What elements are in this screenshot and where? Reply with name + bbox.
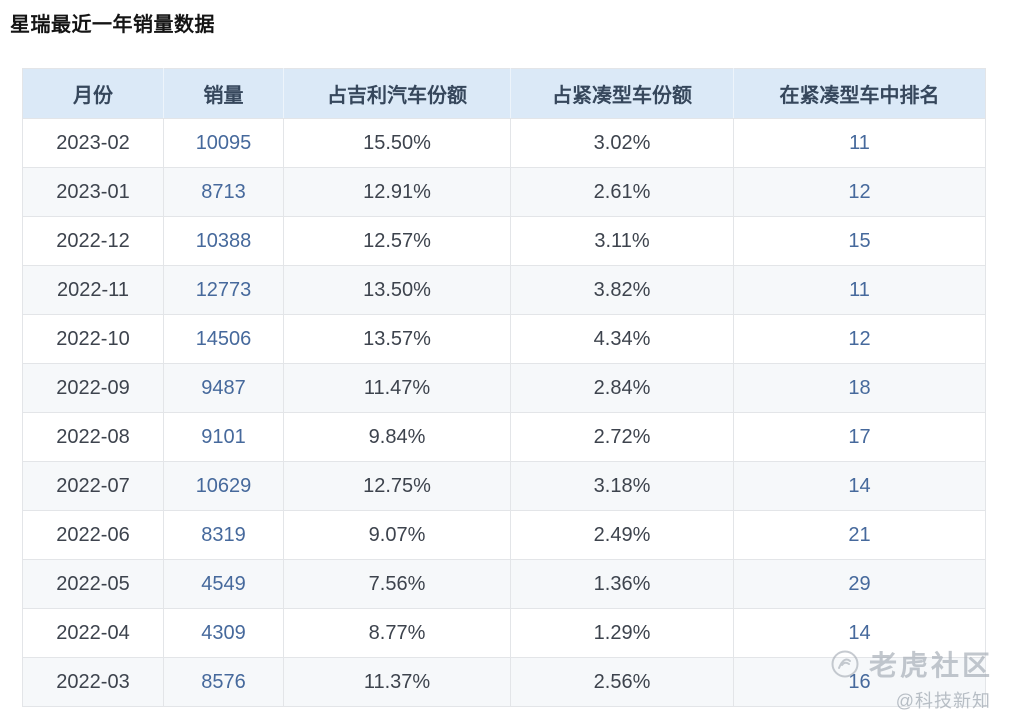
month-cell: 2023-02 bbox=[22, 118, 164, 168]
page-title: 星瑞最近一年销量数据 bbox=[10, 14, 215, 36]
month-cell: 2023-01 bbox=[22, 167, 164, 217]
table-row: 2022-04 4309 8.77% 1.29% 14 bbox=[22, 608, 986, 658]
column-header: 占吉利汽车份额 bbox=[283, 68, 511, 119]
table-row: 2022-09 9487 11.47% 2.84% 18 bbox=[22, 363, 986, 413]
sales-cell: 10095 bbox=[163, 118, 284, 168]
compact-share-cell: 3.02% bbox=[510, 118, 734, 168]
compact-rank-cell: 29 bbox=[733, 559, 986, 609]
compact-share-cell: 2.84% bbox=[510, 363, 734, 413]
geely-share-cell: 9.07% bbox=[283, 510, 511, 560]
compact-share-cell: 3.82% bbox=[510, 265, 734, 315]
sales-cell: 10629 bbox=[163, 461, 284, 511]
geely-share-cell: 7.56% bbox=[283, 559, 511, 609]
month-cell: 2022-03 bbox=[22, 657, 164, 707]
sales-cell: 8713 bbox=[163, 167, 284, 217]
month-cell: 2022-10 bbox=[22, 314, 164, 364]
compact-rank-cell: 21 bbox=[733, 510, 986, 560]
sales-cell: 8319 bbox=[163, 510, 284, 560]
sales-cell: 9487 bbox=[163, 363, 284, 413]
compact-share-cell: 2.72% bbox=[510, 412, 734, 462]
compact-share-cell: 3.11% bbox=[510, 216, 734, 266]
geely-share-cell: 9.84% bbox=[283, 412, 511, 462]
geely-share-cell: 12.91% bbox=[283, 167, 511, 217]
table-row: 2023-02 10095 15.50% 3.02% 11 bbox=[22, 118, 986, 168]
table-row: 2022-05 4549 7.56% 1.36% 29 bbox=[22, 559, 986, 609]
compact-share-cell: 2.61% bbox=[510, 167, 734, 217]
compact-share-cell: 3.18% bbox=[510, 461, 734, 511]
sales-cell: 10388 bbox=[163, 216, 284, 266]
table-header-row: 月份 销量 占吉利汽车份额 占紧凑型车份额 在紧凑型车中排名 bbox=[22, 68, 986, 119]
column-header: 销量 bbox=[163, 68, 284, 119]
sales-table-container: 月份 销量 占吉利汽车份额 占紧凑型车份额 在紧凑型车中排名 2023-02 10095 1… bbox=[22, 68, 986, 707]
geely-share-cell: 11.47% bbox=[283, 363, 511, 413]
sales-cell: 8576 bbox=[163, 657, 284, 707]
sales-cell: 14506 bbox=[163, 314, 284, 364]
sales-cell: 9101 bbox=[163, 412, 284, 462]
column-header: 占紧凑型车份额 bbox=[510, 68, 734, 119]
compact-rank-cell: 14 bbox=[733, 461, 986, 511]
compact-share-cell: 4.34% bbox=[510, 314, 734, 364]
compact-share-cell: 1.36% bbox=[510, 559, 734, 609]
month-cell: 2022-11 bbox=[22, 265, 164, 315]
compact-rank-cell: 11 bbox=[733, 118, 986, 168]
table-row: 2022-03 8576 11.37% 2.56% 16 bbox=[22, 657, 986, 707]
month-cell: 2022-09 bbox=[22, 363, 164, 413]
sales-cell: 4309 bbox=[163, 608, 284, 658]
table-row: 2022-11 12773 13.50% 3.82% 11 bbox=[22, 265, 986, 315]
geely-share-cell: 13.57% bbox=[283, 314, 511, 364]
compact-share-cell: 1.29% bbox=[510, 608, 734, 658]
compact-rank-cell: 12 bbox=[733, 167, 986, 217]
geely-share-cell: 13.50% bbox=[283, 265, 511, 315]
geely-share-cell: 11.37% bbox=[283, 657, 511, 707]
compact-rank-cell: 11 bbox=[733, 265, 986, 315]
compact-rank-cell: 15 bbox=[733, 216, 986, 266]
compact-rank-cell: 16 bbox=[733, 657, 986, 707]
compact-rank-cell: 18 bbox=[733, 363, 986, 413]
sales-cell: 12773 bbox=[163, 265, 284, 315]
compact-rank-cell: 12 bbox=[733, 314, 986, 364]
compact-rank-cell: 14 bbox=[733, 608, 986, 658]
month-cell: 2022-12 bbox=[22, 216, 164, 266]
compact-rank-cell: 17 bbox=[733, 412, 986, 462]
column-header: 在紧凑型车中排名 bbox=[733, 68, 986, 119]
month-cell: 2022-06 bbox=[22, 510, 164, 560]
table-row: 2022-08 9101 9.84% 2.72% 17 bbox=[22, 412, 986, 462]
geely-share-cell: 8.77% bbox=[283, 608, 511, 658]
geely-share-cell: 12.57% bbox=[283, 216, 511, 266]
month-cell: 2022-05 bbox=[22, 559, 164, 609]
table-row: 2022-06 8319 9.07% 2.49% 21 bbox=[22, 510, 986, 560]
sales-cell: 4549 bbox=[163, 559, 284, 609]
month-cell: 2022-04 bbox=[22, 608, 164, 658]
month-cell: 2022-08 bbox=[22, 412, 164, 462]
table-row: 2022-07 10629 12.75% 3.18% 14 bbox=[22, 461, 986, 511]
column-header: 月份 bbox=[22, 68, 164, 119]
table-body: 2023-02 10095 15.50% 3.02% 11 2023-01 8713 12.9… bbox=[22, 118, 986, 707]
month-cell: 2022-07 bbox=[22, 461, 164, 511]
compact-share-cell: 2.49% bbox=[510, 510, 734, 560]
compact-share-cell: 2.56% bbox=[510, 657, 734, 707]
geely-share-cell: 15.50% bbox=[283, 118, 511, 168]
sales-table: 月份 销量 占吉利汽车份额 占紧凑型车份额 在紧凑型车中排名 2023-02 10095 1… bbox=[22, 68, 986, 707]
table-row: 2022-12 10388 12.57% 3.11% 15 bbox=[22, 216, 986, 266]
table-row: 2023-01 8713 12.91% 2.61% 12 bbox=[22, 167, 986, 217]
geely-share-cell: 12.75% bbox=[283, 461, 511, 511]
table-row: 2022-10 14506 13.57% 4.34% 12 bbox=[22, 314, 986, 364]
